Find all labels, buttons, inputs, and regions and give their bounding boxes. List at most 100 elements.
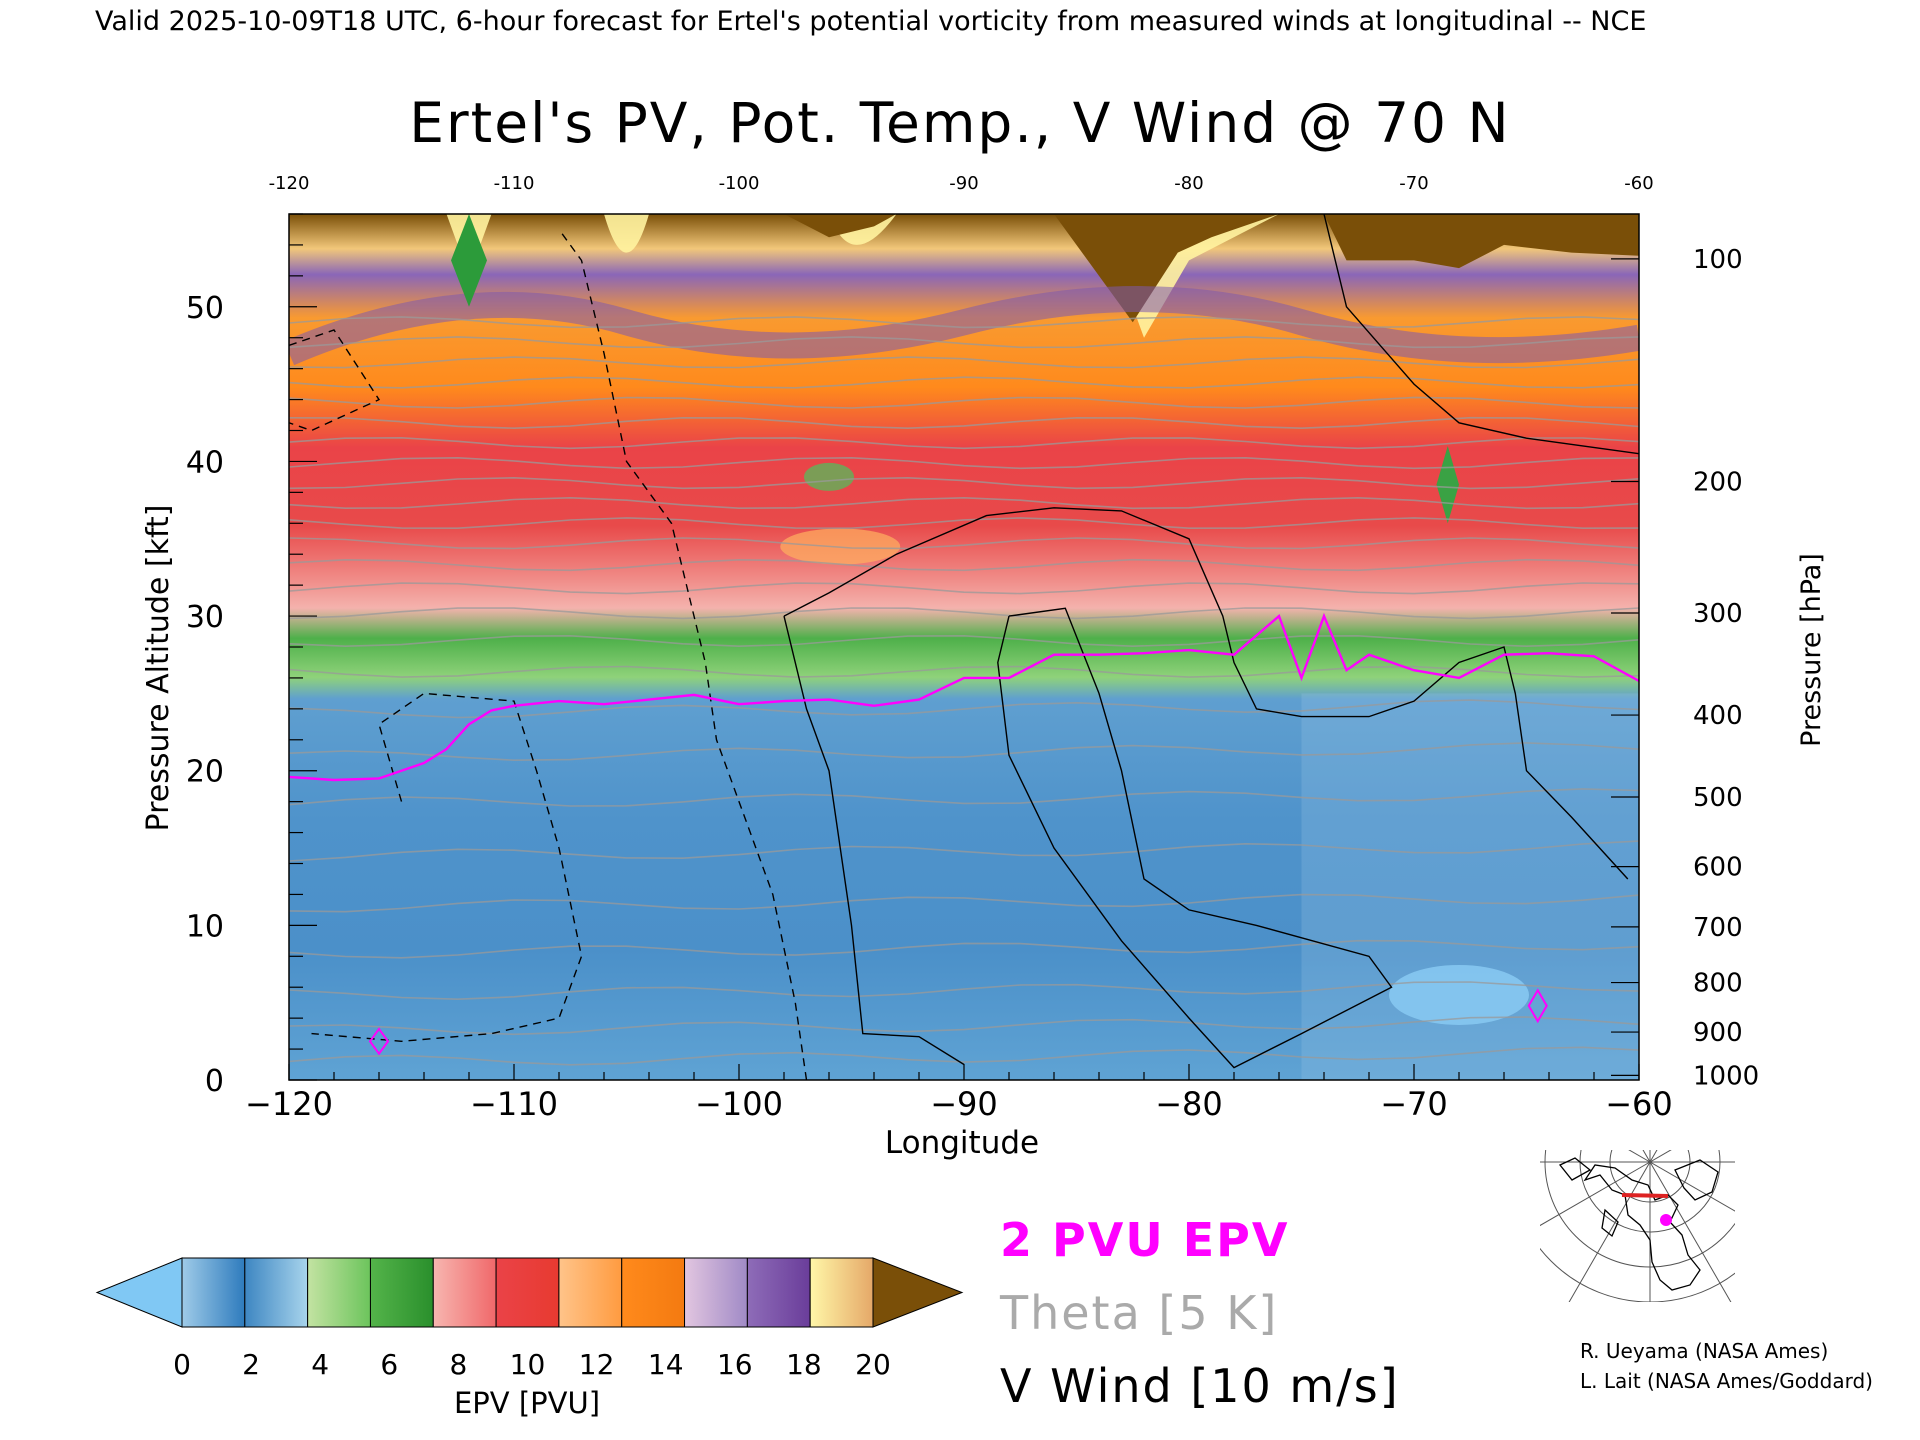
x-tick-label: −70 — [1380, 1085, 1448, 1123]
x-tick-label: −100 — [695, 1085, 783, 1123]
map-coast-greenland — [1674, 1159, 1719, 1201]
theta-contour — [289, 376, 1639, 389]
pv-lowpv-patch — [1389, 964, 1529, 1025]
x-tick-label: −110 — [470, 1085, 558, 1123]
y-tick-label: 20 — [186, 755, 224, 790]
colorbar-tick-label: 0 — [173, 1348, 191, 1381]
colorbar-under-arrow — [95, 1257, 183, 1328]
colorbar-band — [495, 1257, 560, 1328]
colorbar-band — [746, 1257, 811, 1328]
map-coastlines — [1558, 1157, 1719, 1291]
top-tick-label: -80 — [1174, 173, 1203, 194]
top-axis: -120 -110 -100 -90 -80 -70 -60 — [269, 173, 1654, 194]
chart-title: Ertel's PV, Pot. Temp., V Wind @ 70 N — [409, 91, 1510, 155]
pressure-tick-label: 900 — [1693, 1018, 1743, 1048]
theta-contour — [289, 456, 1639, 470]
colorbar-band — [432, 1257, 497, 1328]
theta-contour — [289, 840, 1639, 862]
credit-line-1: R. Ueyama (NASA Ames) — [1580, 1339, 1829, 1363]
pressure-tick-label: 500 — [1693, 783, 1743, 813]
theta-contour — [289, 1046, 1639, 1066]
map-location-marker — [1660, 1214, 1672, 1226]
wind-contour-upper — [1323, 214, 1639, 455]
theta-contour — [289, 742, 1639, 762]
colorbar-band — [809, 1257, 874, 1328]
two-pvu-island-1 — [368, 1027, 390, 1056]
pressure-tick-label: 300 — [1693, 599, 1743, 629]
wind-contour-neg-3 — [311, 692, 583, 1043]
pv-blob-1 — [804, 462, 854, 491]
y2-axis-label: Pressure [hPa] — [1796, 553, 1827, 747]
y-axis: 0 10 20 30 40 50 — [186, 291, 224, 1099]
colorbar-tick-label: 4 — [311, 1348, 329, 1381]
theta-contour — [289, 476, 1639, 490]
colorbar-tick-label: 6 — [380, 1348, 398, 1381]
legend-entry: Theta [5 K] — [999, 1286, 1278, 1340]
y-tick-label: 50 — [186, 291, 224, 326]
theta-contour — [289, 582, 1639, 595]
theta-contour — [289, 336, 1639, 349]
theta-contour — [289, 517, 1639, 530]
colorbar-tick-label: 20 — [855, 1348, 891, 1381]
colorbar-band — [307, 1257, 371, 1328]
colorbar-band — [684, 1257, 748, 1328]
y-tick-label: 10 — [186, 909, 224, 944]
two-pvu-line — [289, 612, 1639, 1056]
map-coast-hudson — [1601, 1208, 1619, 1238]
colorbar-tick-label: 16 — [717, 1348, 753, 1381]
map-inset — [1540, 1150, 1735, 1302]
legend-entry: V Wind [10 m/s] — [1000, 1359, 1400, 1413]
top-tick-label: -110 — [494, 173, 535, 194]
wind-contour-zero-2 — [783, 615, 965, 1066]
theta-contour — [289, 316, 1639, 329]
wind-contour-pos-10 — [997, 607, 1393, 1069]
colorbar-band — [181, 1257, 246, 1328]
y-axis-label: Pressure Altitude [kft] — [141, 505, 176, 832]
pressure-tick-label: 600 — [1693, 853, 1743, 883]
colorbar-tick-label: 10 — [510, 1348, 546, 1381]
y-tick-label: 30 — [186, 600, 224, 635]
top-tick-label: -120 — [269, 173, 310, 194]
theta-contour — [289, 634, 1639, 648]
theta-contour — [289, 788, 1639, 807]
x-axis-label: Longitude — [885, 1125, 1039, 1161]
top-tick-label: -90 — [949, 173, 978, 194]
x-tick-label: −120 — [245, 1085, 333, 1123]
colorbar-tick-label: 12 — [579, 1348, 615, 1381]
y-tick-label: 40 — [186, 445, 224, 480]
pressure-tick-label: 800 — [1693, 969, 1743, 999]
theta-contour — [289, 537, 1639, 550]
theta-contour — [289, 558, 1639, 572]
x-axis: −120 −110 −100 −90 −80 −70 −60 — [245, 1085, 1673, 1123]
v-wind-contours — [289, 214, 1639, 1080]
pv-cap-brown-3 — [784, 214, 897, 238]
legend: 2 PVU EPV Theta [5 K] V Wind [10 m/s] — [999, 1213, 1400, 1413]
colorbar-band — [558, 1257, 623, 1328]
theta-contour — [289, 1016, 1639, 1036]
wind-contour-zero — [783, 507, 1629, 880]
pressure-tick-label: 700 — [1693, 913, 1743, 943]
two-pvu-island-2 — [1527, 988, 1548, 1024]
two-pvu-series-line — [289, 612, 1639, 782]
top-tick-label: -70 — [1399, 173, 1428, 194]
map-meridian — [1649, 1150, 1672, 1163]
pv-purple-band — [289, 286, 1639, 366]
legend-entry: 2 PVU EPV — [1000, 1213, 1289, 1267]
theta-contour — [289, 893, 1639, 913]
theta-contour — [289, 396, 1639, 409]
theta-contour — [289, 665, 1639, 678]
top-tick-label: -60 — [1624, 173, 1653, 194]
colorbar: 0 2 4 6 8 10 12 14 16 18 20 — [95, 1257, 964, 1381]
colorbar-over-arrow — [872, 1257, 964, 1328]
map-coast-island — [1558, 1157, 1592, 1181]
wind-group — [289, 214, 1639, 1080]
theta-contour — [289, 356, 1639, 369]
theta-contour — [289, 496, 1639, 510]
colorbar-label: EPV [PVU] — [454, 1386, 600, 1420]
theta-contour — [289, 981, 1639, 1001]
theta-contours — [289, 316, 1639, 1066]
theta-contour — [289, 607, 1639, 620]
plot-area — [288, 213, 1640, 1081]
x-tick-label: −60 — [1605, 1085, 1673, 1123]
